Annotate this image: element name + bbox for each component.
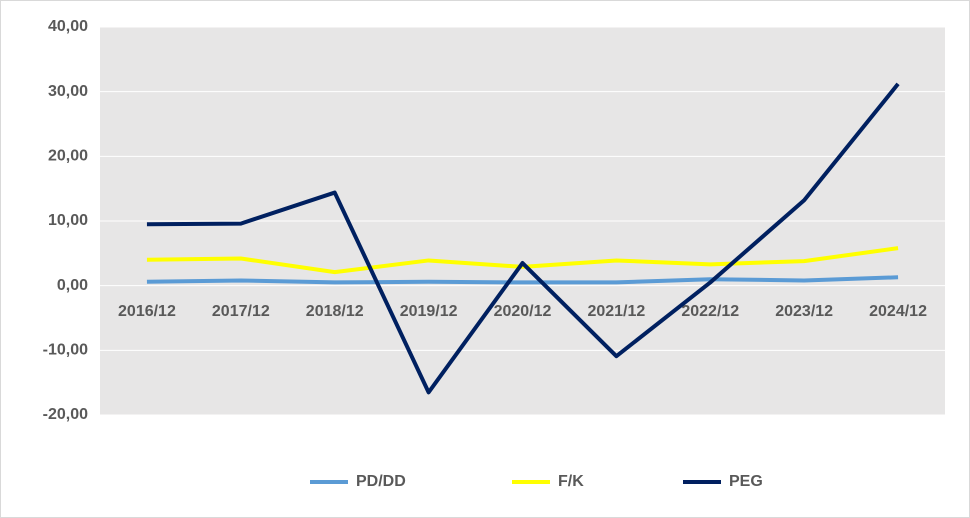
y-tick-label: -20,00	[43, 406, 88, 423]
x-tick-label: 2023/12	[775, 303, 833, 320]
y-tick-label: -10,00	[43, 342, 88, 359]
series-line	[146, 82, 900, 395]
x-tick-label: 2021/12	[587, 303, 645, 320]
y-tick-label: 10,00	[48, 212, 88, 229]
legend-label: F/K	[558, 473, 584, 490]
series-line	[146, 275, 899, 285]
x-tick-label: 2018/12	[306, 303, 364, 320]
x-tick-label: 2020/12	[494, 303, 552, 320]
legend-label: PEG	[729, 473, 763, 490]
series-line	[146, 246, 899, 275]
y-tick-label: 30,00	[48, 83, 88, 100]
y-tick-label: 20,00	[48, 148, 88, 165]
y-tick-label: 40,00	[48, 18, 88, 35]
x-tick-label: 2019/12	[400, 303, 458, 320]
x-tick-label: 2022/12	[681, 303, 739, 320]
x-tick-label: 2024/12	[869, 303, 927, 320]
y-tick-label: 0,00	[57, 277, 88, 294]
x-tick-label: 2016/12	[118, 303, 176, 320]
x-tick-label: 2017/12	[212, 303, 270, 320]
legend-label: PD/DD	[356, 473, 406, 490]
